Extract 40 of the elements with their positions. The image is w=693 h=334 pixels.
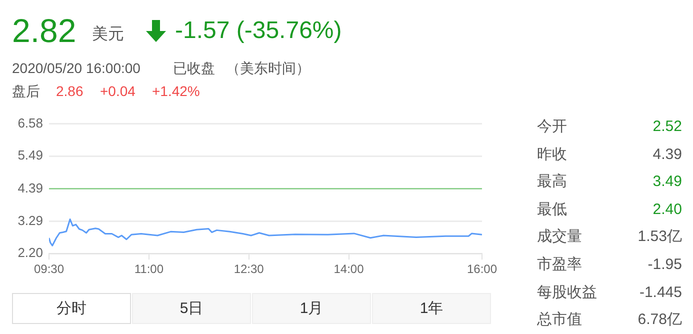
x-tick-label: 16:00 <box>466 262 498 276</box>
text: 最高 <box>537 173 567 190</box>
x-tick-label: 12:30 <box>234 262 264 276</box>
text: 3.49 <box>652 173 682 190</box>
text: 2.40 <box>652 200 682 218</box>
text: （美东时间） <box>226 60 310 76</box>
text: 1年 <box>372 293 491 324</box>
text: 美元 <box>92 26 124 43</box>
text: 5日 <box>132 293 251 324</box>
text: 分时 <box>12 293 131 324</box>
text: -1.57 (-35.76%) <box>175 17 342 44</box>
text: -1.445 <box>639 284 682 301</box>
y-tick-label: 3.29 <box>18 212 43 228</box>
text: +0.04 <box>100 83 136 99</box>
x-tick-label: 09:30 <box>34 262 64 276</box>
text: 4.39 <box>652 146 682 163</box>
x-tick-label: 14:00 <box>334 262 364 276</box>
y-tick-label: 4.39 <box>18 180 43 196</box>
text: 每股收益 <box>537 284 597 301</box>
text: -1.95 <box>648 256 682 273</box>
text: 1.53亿 <box>638 228 682 246</box>
text: 2.52 <box>652 118 682 135</box>
text: 盘后 <box>12 83 40 99</box>
text: 2.82 <box>12 12 76 49</box>
text: +1.42% <box>152 83 200 99</box>
y-tick-label: 2.20 <box>18 245 43 260</box>
text: 最低 <box>537 200 567 218</box>
text: 已收盘 <box>173 60 215 76</box>
text: 市盈率 <box>537 256 582 273</box>
text: 总市值 <box>537 311 582 328</box>
text: 今开 <box>537 118 567 135</box>
y-tick-label: 6.58 <box>18 115 43 130</box>
x-tick-label: 11:00 <box>134 262 164 276</box>
text: 2020/05/20 16:00:00 <box>12 60 140 76</box>
text: 成交量 <box>537 228 582 246</box>
text: 2.86 <box>56 83 84 99</box>
text: 6.78亿 <box>638 311 682 328</box>
text: 1月 <box>252 293 371 324</box>
y-tick-label: 5.49 <box>18 148 43 163</box>
text: 昨收 <box>537 146 567 163</box>
